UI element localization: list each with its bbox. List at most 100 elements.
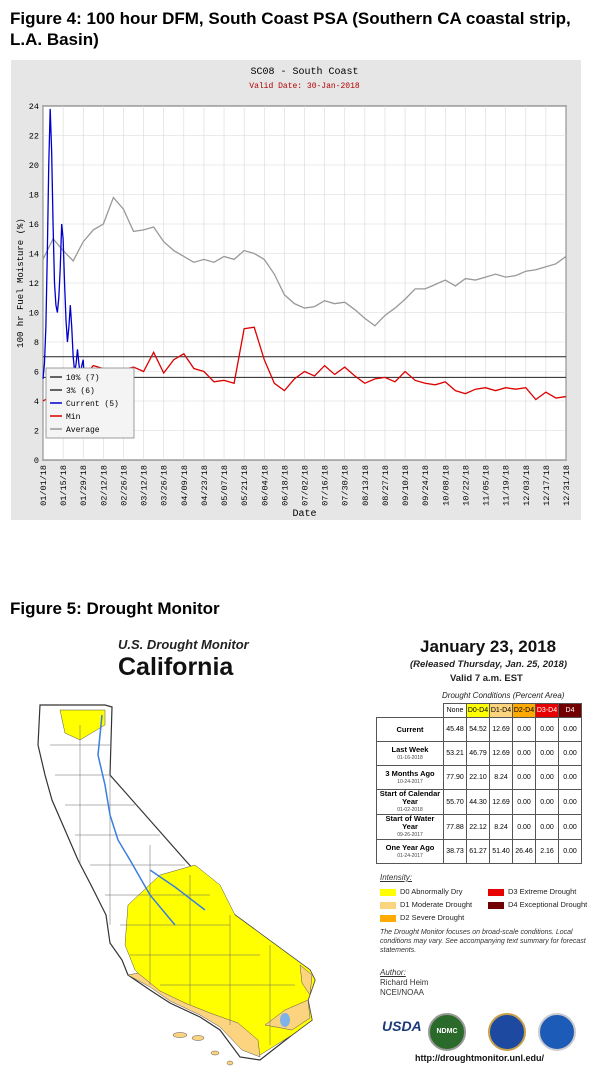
column-header: D1-D4 <box>489 703 513 718</box>
table-header-row: None D0-D4 D1-D4 D2-D4 D3-D4 D4 <box>377 703 582 718</box>
legend-swatch <box>380 888 396 896</box>
doc-seal-icon <box>488 1013 526 1051</box>
column-header: D0-D4 <box>466 703 490 718</box>
table-row: One Year Ago 01-24-2017 38.73 61.27 51.40 26.… <box>376 839 582 864</box>
legend-swatch <box>488 888 504 896</box>
legend-d3: D3 Extreme Drought <box>488 887 576 896</box>
dm-header-state: California <box>118 653 234 681</box>
x-tick-label: 07/30/18 <box>341 465 351 506</box>
x-tick-label: 02/12/18 <box>99 465 109 506</box>
table-cell: 0.00 <box>558 765 582 790</box>
table-cell: 0.00 <box>558 717 582 742</box>
dm-note: The Drought Monitor focuses on broad-sca… <box>380 929 586 954</box>
dm-author: Author: Richard Heim NCEI/NOAA <box>380 968 428 998</box>
rivers <box>97 714 206 926</box>
legend-swatch <box>380 914 396 922</box>
column-header: D4 <box>558 703 582 718</box>
table-cell: 0.00 <box>512 765 536 790</box>
table-cell: 0.00 <box>535 789 559 815</box>
y-tick-label: 4 <box>34 397 39 407</box>
x-tick-label: 01/15/18 <box>59 465 69 506</box>
x-tick-label: 12/31/18 <box>562 465 572 506</box>
x-tick-label: 07/16/18 <box>321 465 331 506</box>
legend-entry: Min <box>66 413 81 422</box>
table-cell: 77.88 <box>443 814 467 840</box>
x-tick-label: 10/22/18 <box>461 465 471 506</box>
table-cell: 44.30 <box>466 789 490 815</box>
table-row: 3 Months Ago 10-24-2017 77.90 22.10 8.24 0.00… <box>376 765 582 790</box>
table-cell: 55.70 <box>443 789 467 815</box>
chart-title: SC08 - South Coast <box>250 66 358 78</box>
table-cell: 0.00 <box>512 814 536 840</box>
table-cell: 0.00 <box>535 741 559 766</box>
legend-entry: Average <box>66 426 100 435</box>
table-cell: 0.00 <box>558 814 582 840</box>
table-cell: 61.27 <box>466 839 490 864</box>
y-tick-label: 8 <box>34 338 39 348</box>
x-tick-label: 05/21/18 <box>240 465 250 506</box>
row-label: Current <box>376 717 444 742</box>
ndmc-logo: NDMC <box>428 1013 466 1051</box>
table-cell: 0.00 <box>558 839 582 864</box>
dm-valid: Valid 7 a.m. EST <box>450 673 523 684</box>
column-header: D3-D4 <box>535 703 559 718</box>
table-cell: 22.12 <box>466 814 490 840</box>
d0-region-north <box>59 709 106 741</box>
intensity-title: Intensity: <box>380 873 413 882</box>
table-cell: 54.52 <box>466 717 490 742</box>
row-label: One Year Ago 01-24-2017 <box>376 839 444 864</box>
y-tick-label: 22 <box>29 132 39 142</box>
row-label: Last Week 01-16-2018 <box>376 741 444 766</box>
legend-entry: Current (5) <box>66 400 119 409</box>
table-cell: 0.00 <box>558 789 582 815</box>
x-tick-label: 04/09/18 <box>180 465 190 506</box>
legend-entry: 3% (6) <box>66 387 95 396</box>
x-tick-label: 08/27/18 <box>381 465 391 506</box>
legend-d1: D1 Moderate Drought <box>380 900 472 909</box>
y-tick-label: 2 <box>34 427 39 437</box>
d1-region-coast <box>127 972 261 1058</box>
table-cell: 53.21 <box>443 741 467 766</box>
x-tick-label: 10/08/18 <box>441 465 451 506</box>
chart-subtitle: Valid Date: 30-Jan-2018 <box>249 82 360 91</box>
salton-sea <box>280 1013 290 1027</box>
legend-d4: D4 Exceptional Drought <box>488 900 587 909</box>
noaa-logo-icon <box>538 1013 576 1051</box>
legend-entry: 10% (7) <box>66 374 100 383</box>
table-cell: 2.16 <box>535 839 559 864</box>
table-cell: 0.00 <box>558 741 582 766</box>
channel-islands <box>172 1032 234 1066</box>
y-tick-label: 6 <box>34 368 39 378</box>
table-cell: 46.79 <box>466 741 490 766</box>
legend-d2: D2 Severe Drought <box>380 913 464 922</box>
table-row: Start of Water Year 09-26-2017 77.88 22.12 8… <box>376 814 582 840</box>
y-tick-label: 16 <box>29 220 39 230</box>
y-tick-label: 14 <box>29 250 39 260</box>
row-label: Start of Water Year 09-26-2017 <box>376 814 444 840</box>
y-axis-label: 100 hr Fuel Moisture (%) <box>16 218 26 348</box>
table-cell: 22.10 <box>466 765 490 790</box>
legend-d0: D0 Abnormally Dry <box>380 887 463 896</box>
table-cell: 51.40 <box>489 839 513 864</box>
x-tick-label: 01/01/18 <box>39 465 49 506</box>
table-cell: 77.90 <box>443 765 467 790</box>
series-line <box>42 108 86 387</box>
series-line <box>42 196 567 327</box>
author-org: NCEI/NOAA <box>380 988 425 997</box>
x-tick-label: 09/10/18 <box>401 465 411 506</box>
table-row: Start of Calendar Year 01-02-2018 55.70 44.… <box>376 789 582 815</box>
dm-url[interactable]: http://droughtmonitor.unl.edu/ <box>415 1053 544 1063</box>
x-tick-label: 03/12/18 <box>140 465 150 506</box>
table-cell: 38.73 <box>443 839 467 864</box>
usda-logo: USDA <box>382 1018 422 1034</box>
x-tick-label: 07/02/18 <box>301 465 311 506</box>
figure-5-title: Figure 5: Drought Monitor <box>10 599 220 618</box>
table-cell: 0.00 <box>512 789 536 815</box>
table-cell: 45.48 <box>443 717 467 742</box>
row-label: 3 Months Ago 10-24-2017 <box>376 765 444 790</box>
x-tick-label: 09/24/18 <box>421 465 431 506</box>
table-cell: 12.69 <box>489 789 513 815</box>
table-cell: 12.69 <box>489 741 513 766</box>
x-tick-label: 03/26/18 <box>160 465 170 506</box>
x-tick-label: 02/26/18 <box>119 465 129 506</box>
